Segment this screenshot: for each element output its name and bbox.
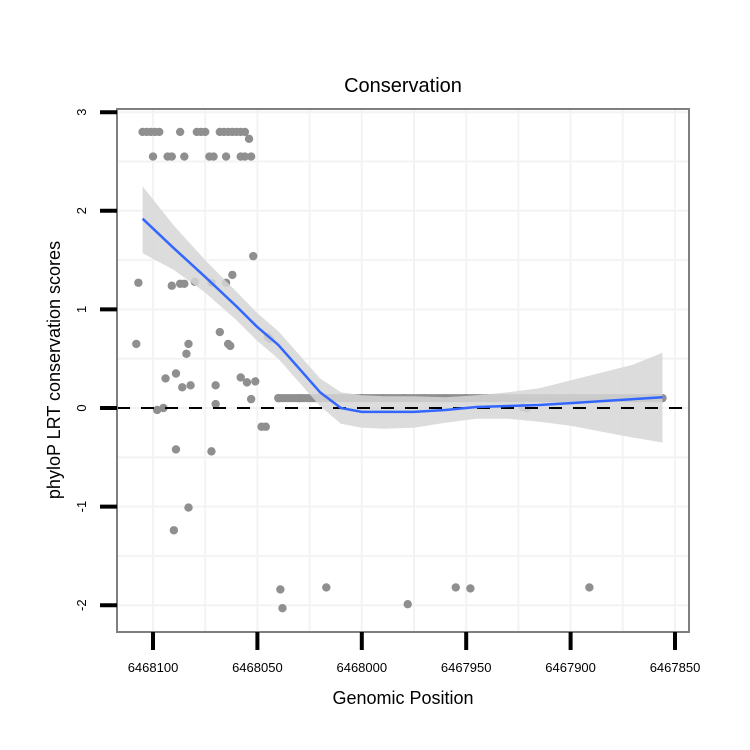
data-point	[211, 399, 220, 409]
data-point	[242, 378, 252, 387]
panel-background	[117, 109, 689, 632]
data-point	[240, 152, 250, 161]
data-point	[155, 127, 164, 137]
y-tick-label: -1	[74, 501, 89, 513]
data-point	[186, 381, 195, 390]
y-axis: 3 2 1 0 -1 -2	[74, 109, 117, 611]
data-point	[274, 393, 283, 403]
data-point	[159, 403, 168, 413]
data-point	[294, 393, 304, 403]
y-tick-label: 0	[74, 404, 89, 411]
confidence-ribbon	[142, 186, 663, 443]
data-point	[178, 383, 187, 392]
data-point	[132, 339, 141, 349]
panel-border	[116, 108, 690, 633]
data-point	[180, 152, 189, 161]
data-point	[244, 134, 254, 144]
data-point	[585, 583, 594, 592]
data-point	[246, 152, 256, 161]
x-tick-label: 6468000	[336, 660, 387, 675]
x-axis: 6468100 6468050 6468000 6467950 6467900 64678…	[128, 632, 701, 675]
data-point	[221, 152, 231, 161]
x-tick-label: 6468100	[128, 660, 179, 675]
data-point	[169, 526, 179, 535]
data-point	[148, 152, 158, 161]
data-point	[236, 373, 245, 382]
y-tick-label: 1	[74, 306, 89, 313]
chart-title: Conservation	[344, 75, 462, 97]
data-point	[246, 394, 256, 404]
data-point	[180, 279, 189, 288]
data-point	[403, 600, 412, 609]
data-point	[161, 374, 170, 383]
data-point	[322, 583, 331, 592]
data-point	[215, 327, 225, 337]
x-axis-label: Genomic Position	[332, 688, 473, 708]
smooth-line	[141, 217, 663, 414]
data-point	[167, 281, 176, 290]
data-point	[175, 127, 185, 137]
data-point	[201, 127, 210, 137]
data-point	[211, 381, 220, 390]
data-point	[466, 584, 475, 593]
data-point	[240, 127, 250, 137]
y-tick-label: -2	[74, 599, 89, 611]
data-point	[226, 341, 235, 351]
data-point	[276, 585, 285, 594]
data-point	[184, 339, 193, 349]
x-tick-label: 6467850	[650, 660, 701, 675]
data-point	[278, 603, 287, 613]
plot-panel	[116, 108, 690, 633]
y-tick-label: 3	[74, 109, 89, 116]
panel-content	[117, 109, 689, 632]
data-point	[171, 369, 181, 378]
data-point	[228, 270, 237, 280]
data-point	[171, 445, 181, 454]
y-axis-label: phyloP LRT conservation scores	[44, 241, 64, 499]
y-tick-label: 2	[74, 207, 89, 214]
x-tick-label: 6468050	[232, 660, 283, 675]
data-point	[182, 349, 191, 358]
data-point	[184, 503, 193, 512]
data-point	[207, 447, 216, 456]
data-point	[451, 583, 460, 592]
data-point	[134, 278, 143, 287]
data-point	[167, 152, 176, 161]
x-tick-label: 6467950	[441, 660, 492, 675]
data-point	[209, 152, 218, 161]
data-point	[261, 422, 270, 431]
data-point	[249, 251, 258, 261]
x-tick-label: 6467900	[545, 660, 596, 675]
data-point	[251, 377, 260, 386]
